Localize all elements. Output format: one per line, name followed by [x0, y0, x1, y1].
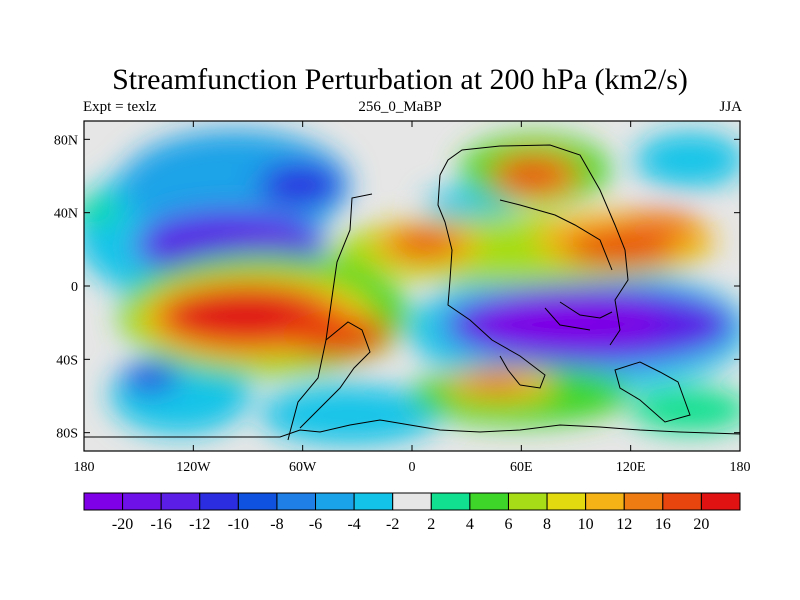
colorbar-swatch: [237, 492, 278, 511]
colorbar-label: -12: [189, 516, 210, 533]
negative-region: [120, 130, 350, 240]
x-tick-label: 120E: [616, 460, 646, 475]
case-label: 256_0_MaBP: [358, 99, 442, 115]
colorbar-label: 8: [543, 516, 551, 533]
positive-region: [630, 388, 740, 432]
colorbar-label: 4: [466, 516, 474, 533]
colorbar-swatch: [430, 492, 471, 511]
coastlines: [84, 144, 740, 441]
colorbar-swatch: [585, 492, 625, 511]
colorbar-label: 10: [578, 516, 594, 533]
x-axis: 180 120W 60W 0 60E 120E 180: [74, 121, 751, 475]
season-label: JJA: [719, 99, 742, 115]
experiment-label: Expt = texlz: [83, 99, 157, 115]
colorbar-label: 20: [693, 516, 709, 533]
colorbar-swatch: [83, 492, 124, 511]
colorbar-swatch: [199, 492, 239, 511]
negative-core: [122, 364, 178, 392]
positive-region: [84, 198, 120, 222]
negative-core: [475, 298, 665, 346]
x-tick-label: 60W: [289, 460, 317, 475]
colorbar-swatch: [353, 492, 394, 511]
colorbar-label: -20: [112, 516, 133, 533]
colorbar-swatch: [315, 492, 355, 511]
y-axis: 80N 40N 0 40S 80S: [54, 133, 740, 442]
colorbar-swatch: [276, 492, 317, 511]
y-tick-label: 40N: [54, 207, 78, 222]
x-tick-label: 180: [74, 460, 95, 475]
contour-field: [84, 130, 740, 445]
colorbar-label: 6: [504, 516, 512, 533]
positive-core: [467, 372, 523, 388]
colorbar-swatch: [623, 492, 664, 511]
positive-core: [280, 313, 390, 357]
positive-core: [390, 230, 460, 256]
colorbar-label: 2: [427, 516, 435, 533]
negative-region: [635, 132, 740, 188]
colorbar-swatch: [507, 492, 548, 511]
colorbar-label: 16: [655, 516, 671, 533]
negative-core: [258, 163, 342, 207]
colorbar-label: -8: [270, 516, 283, 533]
y-tick-label: 80N: [54, 133, 78, 148]
x-tick-label: 60E: [510, 460, 533, 475]
x-tick-label: 180: [730, 460, 751, 475]
positive-core: [620, 210, 700, 240]
colorbar-swatch: [662, 492, 702, 511]
positive-core: [502, 163, 558, 187]
y-tick-label: 40S: [56, 353, 78, 368]
colorbar-swatch: [160, 492, 201, 511]
y-tick-label: 0: [71, 280, 78, 295]
colorbar-swatch: [546, 492, 587, 511]
colorbar-label: -4: [347, 516, 360, 533]
colorbar-label: -10: [228, 516, 249, 533]
x-tick-label: 120W: [176, 460, 211, 475]
colorbar-swatch: [122, 492, 162, 511]
y-tick-label: 80S: [56, 427, 78, 442]
colorbar-swatch: [700, 492, 741, 511]
colorbar-label: -6: [309, 516, 322, 533]
colorbar-label: -16: [151, 516, 172, 533]
colorbar-label: 12: [616, 516, 632, 533]
colorbar-swatch: [469, 492, 509, 511]
colorbar-label: -2: [386, 516, 399, 533]
x-tick-label: 0: [409, 460, 416, 475]
colorbar-swatch: [392, 492, 432, 511]
map-title: Streamfunction Perturbation at 200 hPa (…: [112, 63, 688, 96]
colorbar: -20 -16 -12 -10 -8 -6 -4 -2 2 4 6 8 10 12 16 20: [83, 492, 741, 533]
